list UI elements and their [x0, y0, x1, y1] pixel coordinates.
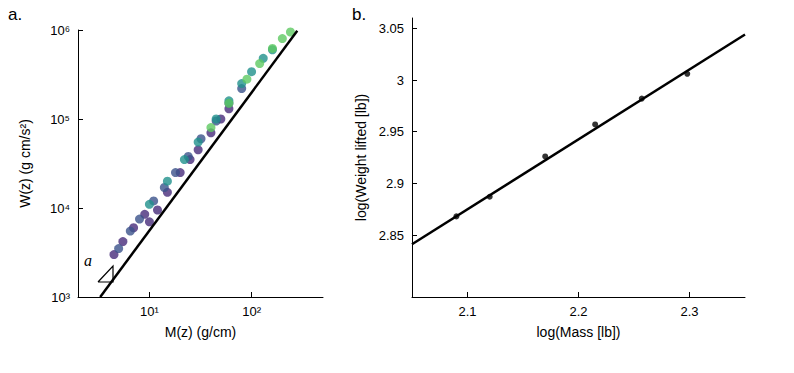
svg-text:W(z) (g cm/s²): W(z) (g cm/s²) [17, 119, 33, 208]
svg-text:a.: a. [8, 5, 22, 24]
svg-text:10⁵: 10⁵ [50, 112, 70, 127]
svg-text:log(Weight lifted [lb]): log(Weight lifted [lb]) [353, 94, 369, 221]
svg-text:10⁴: 10⁴ [50, 201, 70, 216]
svg-text:log(Mass [lb]): log(Mass [lb]) [536, 324, 620, 340]
svg-text:10⁶: 10⁶ [50, 23, 70, 38]
svg-text:10²: 10² [242, 304, 261, 319]
svg-text:3.05: 3.05 [379, 21, 404, 36]
svg-text:10³: 10³ [51, 290, 70, 305]
svg-text:3: 3 [397, 73, 404, 88]
svg-text:2.1: 2.1 [458, 304, 476, 319]
svg-text:10¹: 10¹ [140, 304, 159, 319]
svg-text:2.95: 2.95 [379, 124, 404, 139]
svg-text:b.: b. [352, 5, 366, 24]
svg-text:a: a [84, 252, 92, 269]
svg-text:2.3: 2.3 [680, 304, 698, 319]
svg-text:2.9: 2.9 [386, 176, 404, 191]
svg-text:2.85: 2.85 [379, 228, 404, 243]
svg-text:M(z) (g/cm): M(z) (g/cm) [165, 324, 237, 340]
svg-text:2.2: 2.2 [569, 304, 587, 319]
